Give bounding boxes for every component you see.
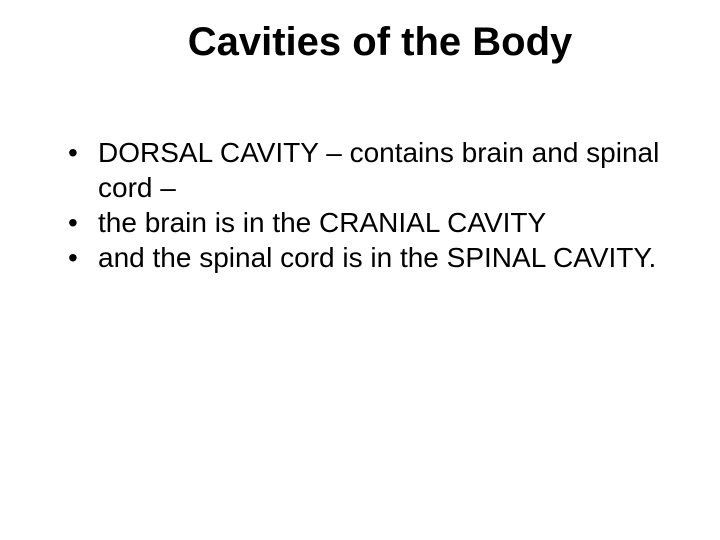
bullet-item: the brain is in the CRANIAL CAVITY [60, 205, 670, 240]
bullet-item: DORSAL CAVITY – contains brain and spina… [60, 135, 670, 205]
bullet-item: and the spinal cord is in the SPINAL CAV… [60, 240, 670, 275]
slide-title: Cavities of the Body [50, 20, 670, 65]
bullet-list: DORSAL CAVITY – contains brain and spina… [60, 135, 670, 275]
slide: Cavities of the Body DORSAL CAVITY – con… [0, 0, 720, 540]
